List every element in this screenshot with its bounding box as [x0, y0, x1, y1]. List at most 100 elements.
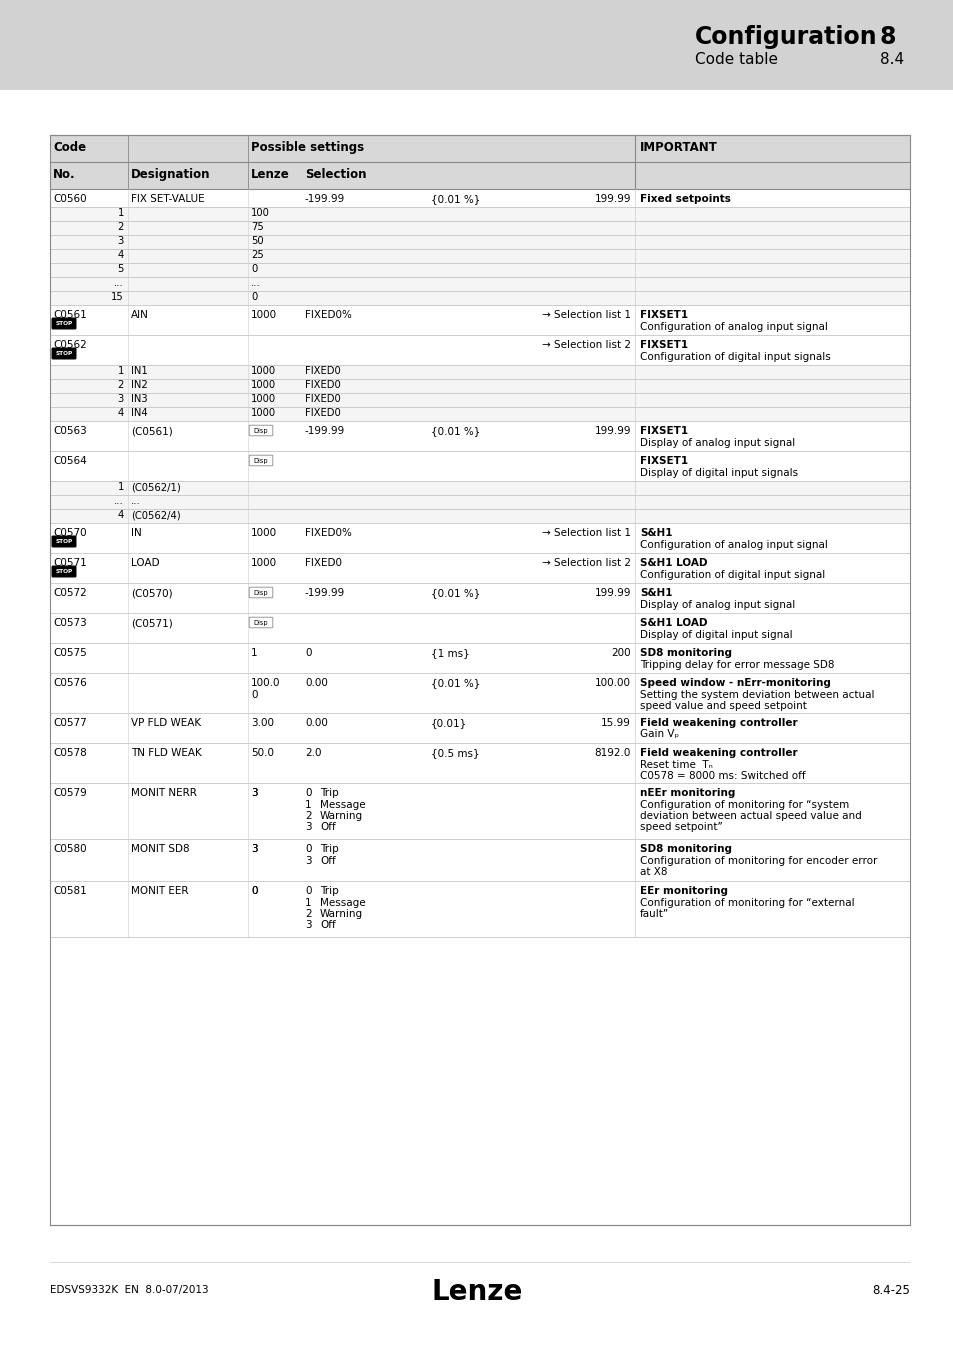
Text: 3: 3: [305, 856, 312, 865]
Text: 0: 0: [251, 886, 257, 896]
Bar: [50, 135, 909, 162]
Bar: [50, 207, 909, 221]
Text: C0573: C0573: [53, 618, 87, 628]
Bar: [50, 292, 909, 305]
Text: Possible settings: Possible settings: [251, 140, 364, 154]
Text: Display of analog input signal: Display of analog input signal: [639, 437, 795, 447]
Text: Configuration of monitoring for “external: Configuration of monitoring for “externa…: [639, 898, 854, 907]
Bar: [0, 0, 953, 90]
Text: C0562: C0562: [53, 340, 87, 350]
Text: 100: 100: [251, 208, 270, 217]
Text: TN FLD WEAK: TN FLD WEAK: [131, 748, 201, 757]
Text: 1000: 1000: [251, 528, 276, 539]
Text: Display of digital input signal: Display of digital input signal: [639, 629, 792, 640]
Text: Field weakening controller: Field weakening controller: [639, 718, 797, 728]
Text: -199.99: -199.99: [305, 589, 345, 598]
FancyBboxPatch shape: [52, 319, 75, 329]
Text: Trip: Trip: [319, 788, 338, 798]
Text: Warning: Warning: [319, 811, 363, 821]
Text: 200: 200: [611, 648, 630, 657]
Text: 50: 50: [251, 236, 263, 246]
Text: Disp: Disp: [253, 590, 268, 595]
Text: Trip: Trip: [319, 844, 338, 855]
Text: EDSVS9332K  EN  8.0-07/2013: EDSVS9332K EN 8.0-07/2013: [50, 1285, 209, 1295]
FancyBboxPatch shape: [249, 425, 273, 436]
Text: Warning: Warning: [319, 909, 363, 919]
Text: Configuration: Configuration: [695, 26, 877, 49]
Text: FIXSET1: FIXSET1: [639, 340, 687, 350]
Text: FIXED0: FIXED0: [305, 366, 340, 377]
Bar: [50, 379, 909, 393]
Text: 0: 0: [251, 886, 257, 896]
Text: C0564: C0564: [53, 456, 87, 466]
Bar: [50, 162, 909, 189]
Text: 0: 0: [305, 648, 312, 657]
Text: 1: 1: [117, 366, 124, 377]
Text: (C0561): (C0561): [131, 427, 172, 436]
Text: nEEr monitoring: nEEr monitoring: [639, 788, 735, 798]
Text: 0: 0: [305, 844, 312, 855]
Text: 15: 15: [112, 292, 124, 302]
Text: Configuration of monitoring for “system: Configuration of monitoring for “system: [639, 799, 848, 810]
Text: 1000: 1000: [251, 379, 275, 390]
Text: MONIT EER: MONIT EER: [131, 886, 189, 896]
Text: 3: 3: [117, 394, 124, 404]
Text: 0: 0: [305, 886, 312, 896]
Text: ...: ...: [114, 495, 124, 506]
Text: 8192.0: 8192.0: [594, 748, 630, 757]
Text: {0.01}: {0.01}: [431, 718, 467, 728]
Text: C0560: C0560: [53, 194, 87, 204]
Text: FIXED0: FIXED0: [305, 408, 340, 418]
Text: 3: 3: [305, 921, 312, 930]
Text: C0577: C0577: [53, 718, 87, 728]
Text: 25: 25: [251, 250, 263, 261]
Text: 3: 3: [305, 822, 312, 833]
Text: speed setpoint”: speed setpoint”: [639, 822, 722, 833]
Text: SD8 monitoring: SD8 monitoring: [639, 844, 731, 855]
Text: Configuration of analog input signal: Configuration of analog input signal: [639, 321, 827, 332]
Bar: [50, 481, 909, 495]
Text: Display of analog input signal: Display of analog input signal: [639, 599, 795, 609]
Bar: [50, 221, 909, 235]
Text: C0580: C0580: [53, 844, 87, 855]
Text: Trip: Trip: [319, 886, 338, 896]
Text: 100.00: 100.00: [595, 678, 630, 688]
Text: -199.99: -199.99: [305, 427, 345, 436]
Text: 100.0: 100.0: [251, 678, 280, 688]
Text: Field weakening controller: Field weakening controller: [639, 748, 797, 757]
Text: Setting the system deviation between actual: Setting the system deviation between act…: [639, 690, 874, 699]
Text: IMPORTANT: IMPORTANT: [639, 140, 717, 154]
Text: C0579: C0579: [53, 788, 87, 798]
Text: STOP: STOP: [55, 351, 72, 356]
Text: FIXSET1: FIXSET1: [639, 427, 687, 436]
Text: C0561: C0561: [53, 310, 87, 320]
Text: No.: No.: [53, 167, 75, 181]
Text: 0.00: 0.00: [305, 718, 328, 728]
Text: 3: 3: [251, 844, 257, 855]
Text: → Selection list 1: → Selection list 1: [541, 310, 630, 320]
Text: IN2: IN2: [131, 379, 148, 390]
Text: {0.01 %}: {0.01 %}: [431, 194, 480, 204]
Text: FIXED0%: FIXED0%: [305, 310, 352, 320]
Text: Fixed setpoints: Fixed setpoints: [639, 194, 730, 204]
Text: Configuration of digital input signal: Configuration of digital input signal: [639, 570, 824, 579]
Text: -199.99: -199.99: [305, 194, 345, 204]
Text: IN1: IN1: [131, 366, 148, 377]
Bar: [50, 364, 909, 379]
Bar: [50, 277, 909, 292]
Text: Display of digital input signals: Display of digital input signals: [639, 467, 798, 478]
Text: 199.99: 199.99: [594, 589, 630, 598]
Text: C0563: C0563: [53, 427, 87, 436]
Text: 2: 2: [117, 379, 124, 390]
Text: 199.99: 199.99: [594, 427, 630, 436]
Text: 0: 0: [305, 788, 312, 798]
Text: (C0562/1): (C0562/1): [131, 482, 180, 491]
Text: 3: 3: [251, 844, 257, 855]
Text: Code: Code: [53, 140, 86, 154]
Text: 3: 3: [251, 788, 257, 798]
Text: Disp: Disp: [253, 458, 268, 463]
Text: 3: 3: [117, 236, 124, 246]
Text: ...: ...: [114, 278, 124, 288]
Text: (C0570): (C0570): [131, 589, 172, 598]
Text: FIX SET-VALUE: FIX SET-VALUE: [131, 194, 204, 204]
